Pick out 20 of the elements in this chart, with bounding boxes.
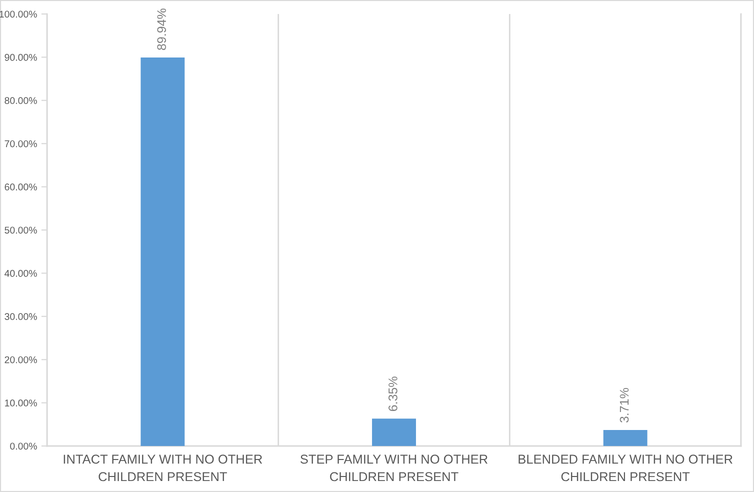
y-tick-label: 10.00%	[5, 400, 37, 406]
data-label: 6.35%	[388, 376, 398, 411]
y-tick-label: 90.00%	[4, 54, 37, 61]
x-tick-label: BLENDED FAMILY WITH NO OTHER CHILDREN PRESENT	[518, 454, 732, 482]
x-tick-label: INTACT FAMILY WITH NO OTHER CHILDREN PRESENT	[64, 454, 262, 482]
y-tick-label: 30.00%	[4, 313, 37, 320]
y-tick-label: 100.00%	[0, 10, 37, 18]
y-tick-label: 0.00%	[10, 442, 37, 450]
y-tick-label: 60.00%	[4, 184, 37, 190]
data-label: 3.71%	[620, 388, 629, 423]
y-tick-label: 40.00%	[4, 270, 37, 277]
data-label: 89.94%	[157, 8, 166, 50]
bar	[603, 430, 648, 446]
y-tick-label: 80.00%	[4, 97, 37, 104]
y-tick-label: 20.00%	[4, 356, 37, 364]
x-tick-label: STEP FAMILY WITH NO OTHER CHILDREN PRESENT	[300, 454, 488, 482]
bar	[140, 57, 185, 446]
bar	[372, 418, 416, 446]
y-tick-label: 70.00%	[4, 140, 37, 148]
y-tick-label: 50.00%	[4, 226, 37, 234]
